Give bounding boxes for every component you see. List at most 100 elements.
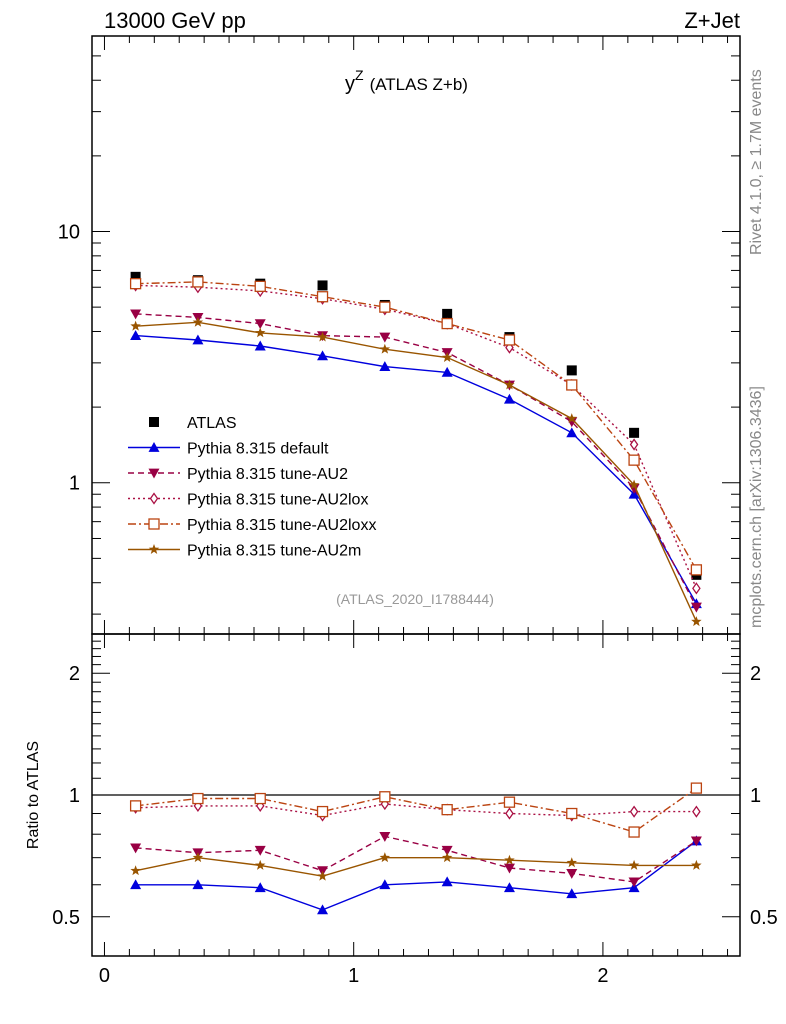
- ratio-point-au2m: [504, 854, 515, 865]
- ratio-point-au2loxx: [129, 800, 142, 812]
- ratio-series-default: [130, 835, 702, 915]
- ratio-point-au2m: [255, 859, 266, 870]
- data-point-au2lox: [629, 438, 639, 451]
- data-point-atlas: [566, 365, 577, 376]
- data-point-default: [192, 334, 204, 345]
- data-point-atlas: [442, 308, 453, 319]
- ratio-point-au2: [628, 877, 640, 888]
- legend-marker-au2m: [148, 544, 160, 554]
- ratio-line-au2loxx: [135, 787, 697, 833]
- ratio-ylabel: Ratio to ATLAS: [25, 741, 42, 849]
- data-point-au2: [254, 319, 266, 330]
- ratio-point-au2m: [379, 852, 391, 863]
- data-point-au2: [379, 332, 391, 343]
- data-point-au2loxx: [379, 301, 391, 313]
- ratio-point-au2: [690, 836, 702, 847]
- data-point-au2: [628, 483, 640, 494]
- series-au2m: [130, 316, 702, 627]
- ratio-point-au2m: [130, 865, 141, 876]
- ratio-point-default: [254, 882, 266, 893]
- data-point-atlas: [130, 271, 141, 282]
- legend-label-atlas: ATLAS: [187, 415, 237, 432]
- ratio-point-au2loxx: [690, 782, 703, 794]
- ratio-point-au2lox: [692, 805, 701, 818]
- data-point-default: [130, 330, 142, 341]
- legend-marker-au2loxx: [148, 518, 160, 530]
- ratio-point-au2loxx: [316, 805, 329, 818]
- ratio-point-au2lox: [629, 805, 639, 818]
- legend-entry-default: Pythia 8.315 default: [128, 441, 329, 458]
- series-au2loxx: [129, 276, 703, 576]
- legend-entry-au2lox: Pythia 8.315 tune-AU2lox: [128, 492, 368, 509]
- data-point-au2loxx: [441, 317, 453, 330]
- ratio-point-au2m: [566, 857, 577, 868]
- ratio-layer: [129, 782, 703, 915]
- ratio-point-au2m: [628, 859, 640, 870]
- ratio-line-au2lox: [135, 803, 697, 817]
- ratio-point-au2: [441, 845, 453, 856]
- legend-label-au2m: Pythia 8.315 tune-AU2m: [187, 543, 361, 560]
- legend-label-default: Pythia 8.315 default: [187, 441, 329, 458]
- x-tick-label: 0: [99, 965, 110, 987]
- data-point-au2m: [255, 327, 266, 338]
- data-point-default: [379, 361, 391, 371]
- plot-title-sup: Z: [355, 67, 364, 83]
- ratio-y-tick-label-left: 2: [69, 663, 80, 685]
- ratio-y-tick-label-left: 1: [69, 785, 80, 807]
- ratio-point-default: [192, 879, 204, 890]
- data-point-au2loxx: [503, 334, 516, 346]
- main-y-tick-label: 10: [58, 222, 80, 244]
- ratio-point-au2: [130, 843, 142, 854]
- source-label: mcplots.cern.ch [arXiv:1306.3436]: [748, 386, 765, 628]
- plot-title-base: y: [345, 73, 355, 95]
- data-point-au2loxx: [566, 379, 578, 391]
- ratio-series-au2loxx: [129, 782, 703, 838]
- ratio-point-au2m: [192, 852, 204, 863]
- data-point-au2m: [441, 352, 453, 362]
- rivet-version-label: Rivet 4.1.0, ≥ 1.7M events: [748, 69, 765, 255]
- data-point-au2m: [130, 320, 141, 331]
- ratio-point-default: [566, 888, 578, 899]
- ratio-point-default: [130, 879, 142, 890]
- ratio-point-default: [441, 876, 453, 887]
- series-layer: [129, 271, 703, 627]
- legend-marker-au2: [148, 468, 160, 479]
- legend-marker-default: [148, 442, 160, 452]
- ratio-y-tick-label-left: 0.5: [52, 907, 80, 929]
- data-point-au2m: [192, 316, 204, 327]
- data-point-atlas: [629, 427, 640, 438]
- ratio-point-au2m: [691, 859, 702, 870]
- legend-entry-au2loxx: Pythia 8.315 tune-AU2loxx: [128, 517, 376, 534]
- data-point-au2m: [317, 331, 328, 342]
- data-point-au2loxx: [129, 278, 142, 290]
- data-point-au2m: [691, 616, 702, 627]
- ratio-y-tick-label-right: 0.5: [750, 907, 778, 929]
- series-default: [130, 330, 702, 609]
- ratio-point-default: [317, 904, 329, 915]
- data-point-au2loxx: [254, 280, 266, 292]
- legend-label-au2loxx: Pythia 8.315 tune-AU2loxx: [187, 517, 376, 534]
- legend-label-au2lox: Pythia 8.315 tune-AU2lox: [187, 492, 368, 509]
- data-point-au2loxx: [628, 454, 640, 466]
- ratio-point-au2: [254, 845, 266, 856]
- data-point-au2: [130, 309, 142, 320]
- legend-marker-au2lox: [149, 492, 159, 505]
- series-line-au2m: [135, 321, 698, 622]
- ratio-series-au2: [130, 832, 702, 888]
- ratio-series-au2m: [130, 852, 702, 881]
- legend-entry-au2: Pythia 8.315 tune-AU2: [128, 466, 348, 483]
- data-point-au2m: [504, 379, 515, 390]
- ratio-y-tick-label-right: 1: [750, 785, 761, 807]
- data-point-au2m: [379, 343, 391, 354]
- ratio-point-au2: [503, 863, 515, 874]
- data-point-au2: [690, 602, 702, 613]
- legend-entry-au2m: Pythia 8.315 tune-AU2m: [128, 543, 361, 560]
- legend: ATLAS Pythia 8.315 default Pythia 8.315 tu…: [128, 415, 376, 560]
- series-au2: [130, 309, 702, 613]
- ratio-series-au2lox: [131, 797, 701, 822]
- analysis-id-label: (ATLAS_2020_I1788444): [336, 591, 494, 607]
- ratio-point-au2loxx: [192, 792, 204, 805]
- ratio-point-au2loxx: [254, 792, 266, 805]
- data-point-atlas: [317, 280, 328, 291]
